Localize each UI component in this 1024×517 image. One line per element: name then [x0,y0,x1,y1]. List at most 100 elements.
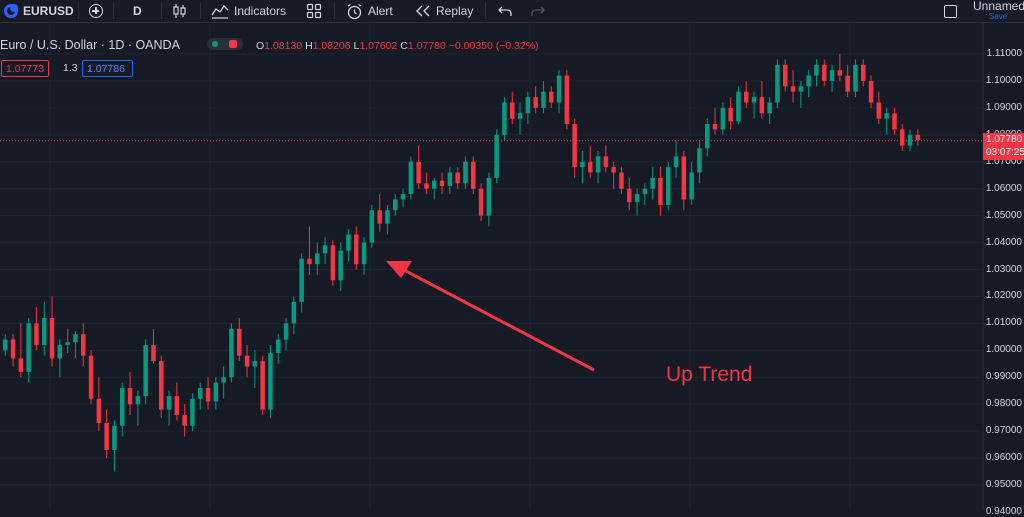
candle [556,70,562,114]
candle [182,404,187,437]
eurusd-flag-icon [4,4,18,18]
candle [361,237,367,275]
chart-grid [0,22,983,510]
trend-arrow[interactable] [386,261,595,372]
candle-body [96,398,102,424]
bid-price-button[interactable]: 1.07773 [1,60,49,77]
candle-body [346,234,351,251]
indicators-button[interactable]: Indicators [211,0,286,22]
candle [322,237,328,265]
candle-body [127,388,133,405]
save-link[interactable]: Save [989,12,1008,21]
candle-body [915,134,921,141]
price-axis-tick-label: 1.01000 [985,317,1022,329]
candle-body [673,156,679,168]
price-axis-tick-label: 1.05000 [985,209,1022,221]
candle [65,328,70,354]
candle-body [307,258,312,265]
candle [120,382,125,437]
candle [104,409,109,459]
candle [790,70,796,103]
chart-type-button[interactable] [172,0,188,22]
candle [837,54,843,81]
candle [143,339,148,405]
price-axis-tick-label: 1.02000 [985,290,1022,302]
market-status-indicator[interactable] [207,38,243,50]
candle-body [681,156,687,200]
close-value: 1.07780 [407,40,446,52]
candle-body [276,339,281,354]
candle-body [135,396,141,405]
candle [299,253,304,313]
candle-body [666,167,671,205]
candle [283,317,289,351]
candle-body [798,86,804,92]
candle [510,91,515,125]
symbol-legend: Euro / U.S. Dollar · 1D · OANDA [0,37,180,53]
data-flag-icon [229,40,237,48]
templates-button[interactable] [306,0,322,22]
symbol-search-button[interactable]: EURUSD [4,0,74,22]
up-trend-annotation[interactable]: Up Trend [666,363,753,386]
candle-body [595,156,601,173]
candle [377,194,382,232]
candle [689,161,694,205]
candle [494,129,499,184]
grid-squares-icon [306,3,322,19]
candle [588,145,593,178]
layout-checkbox[interactable] [944,0,957,22]
candle [229,323,234,383]
trend-arrow-line [403,268,595,372]
candle-body [884,113,889,119]
interval-button[interactable]: D [133,4,142,18]
candle-body [783,64,788,87]
candle-body [34,323,39,345]
alert-button[interactable]: Alert [346,0,393,22]
candle-body [689,172,694,200]
candle-body [229,328,234,378]
ask-price-button[interactable]: 1.07786 [82,60,133,77]
candle [88,350,94,405]
candle-body [432,180,437,189]
redo-button[interactable] [531,0,545,22]
candle [900,124,905,151]
candle [634,188,640,216]
candle [26,317,31,383]
candle-body [627,188,632,203]
candle [159,355,164,418]
undo-button[interactable] [498,0,512,22]
candle-body [338,250,343,281]
candle-body [221,377,226,383]
candle-body [775,64,780,103]
candle [892,107,897,135]
candle [18,323,24,378]
candle-body [361,242,367,265]
candle [127,371,133,415]
candle-body [260,361,265,410]
candle-body [57,344,63,359]
candle-body [174,396,180,415]
candle-body [790,86,796,92]
candle [96,377,102,432]
candle [151,328,156,364]
toolbar-divider [200,2,201,19]
candle [541,80,546,114]
candle [198,382,203,410]
candle [611,161,616,189]
price-axis-tick-label: 1.00000 [985,344,1022,356]
candle-body [814,64,819,76]
candle-body [424,183,429,189]
candle [416,145,421,189]
candle-body [205,388,211,402]
compare-symbol-button[interactable] [89,0,103,22]
candle-body [806,75,811,87]
candle [853,59,858,98]
candle-body [572,124,577,168]
candle-body [564,75,570,125]
candle-body [10,339,16,359]
ohlc-values: O1.08130 H1.08206 L1.07602 C1.07780 −0.0… [256,40,539,52]
layout-name-label[interactable]: Unnamed [973,0,1024,13]
price-chart[interactable] [0,22,1024,510]
undo-arrow-icon [498,6,512,16]
replay-button[interactable]: Replay [415,0,473,22]
